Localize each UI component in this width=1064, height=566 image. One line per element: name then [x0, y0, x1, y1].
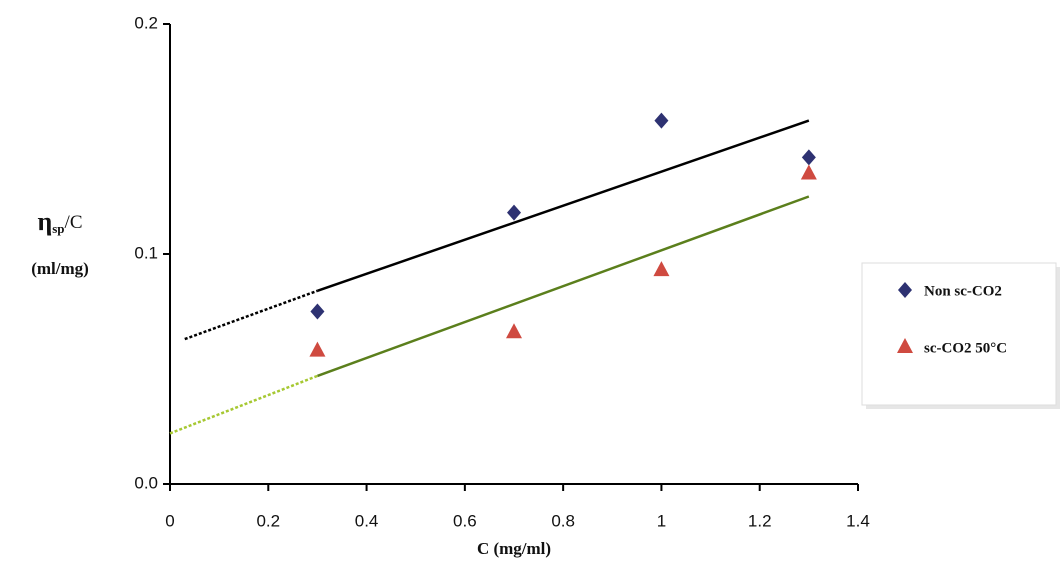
legend-label: Non sc-CO2	[924, 283, 1002, 299]
y-label-sub: sp	[52, 221, 64, 236]
x-tick-label: 1.2	[748, 511, 772, 530]
y-tick-label: 0.0	[134, 473, 158, 492]
x-tick-label: 1.4	[846, 511, 870, 530]
legend-marker	[898, 282, 912, 298]
x-tick-label: 0.6	[453, 511, 477, 530]
y-label-tail: /C	[65, 212, 83, 233]
y-axis-label: ηsp/C	[37, 207, 82, 236]
x-tick-label: 0.2	[256, 511, 280, 530]
y-label-symbol: η	[37, 207, 52, 236]
x-axis-label: C (mg/ml)	[477, 539, 551, 558]
point	[800, 164, 817, 180]
x-tick-label: 0.4	[355, 511, 379, 530]
legend-marker	[897, 338, 913, 353]
point	[801, 149, 816, 166]
x-tick-label: 0	[165, 511, 174, 530]
y-tick-label: 0.2	[134, 13, 158, 32]
point	[506, 323, 522, 339]
y-tick-label: 0.1	[134, 243, 158, 262]
trend-line	[169, 374, 318, 435]
legend-label: sc-CO2 50°C	[924, 340, 1007, 356]
point	[309, 341, 326, 357]
point	[507, 204, 521, 221]
legend-box	[861, 262, 1057, 406]
trend-line	[316, 195, 810, 378]
y-axis-unit: (ml/mg)	[31, 259, 89, 278]
point	[310, 303, 325, 320]
point	[654, 112, 669, 129]
point	[653, 261, 670, 277]
x-tick-label: 1	[657, 511, 666, 530]
trend-line	[184, 289, 318, 341]
x-tick-label: 0.8	[551, 511, 575, 530]
trend-line	[317, 119, 810, 292]
